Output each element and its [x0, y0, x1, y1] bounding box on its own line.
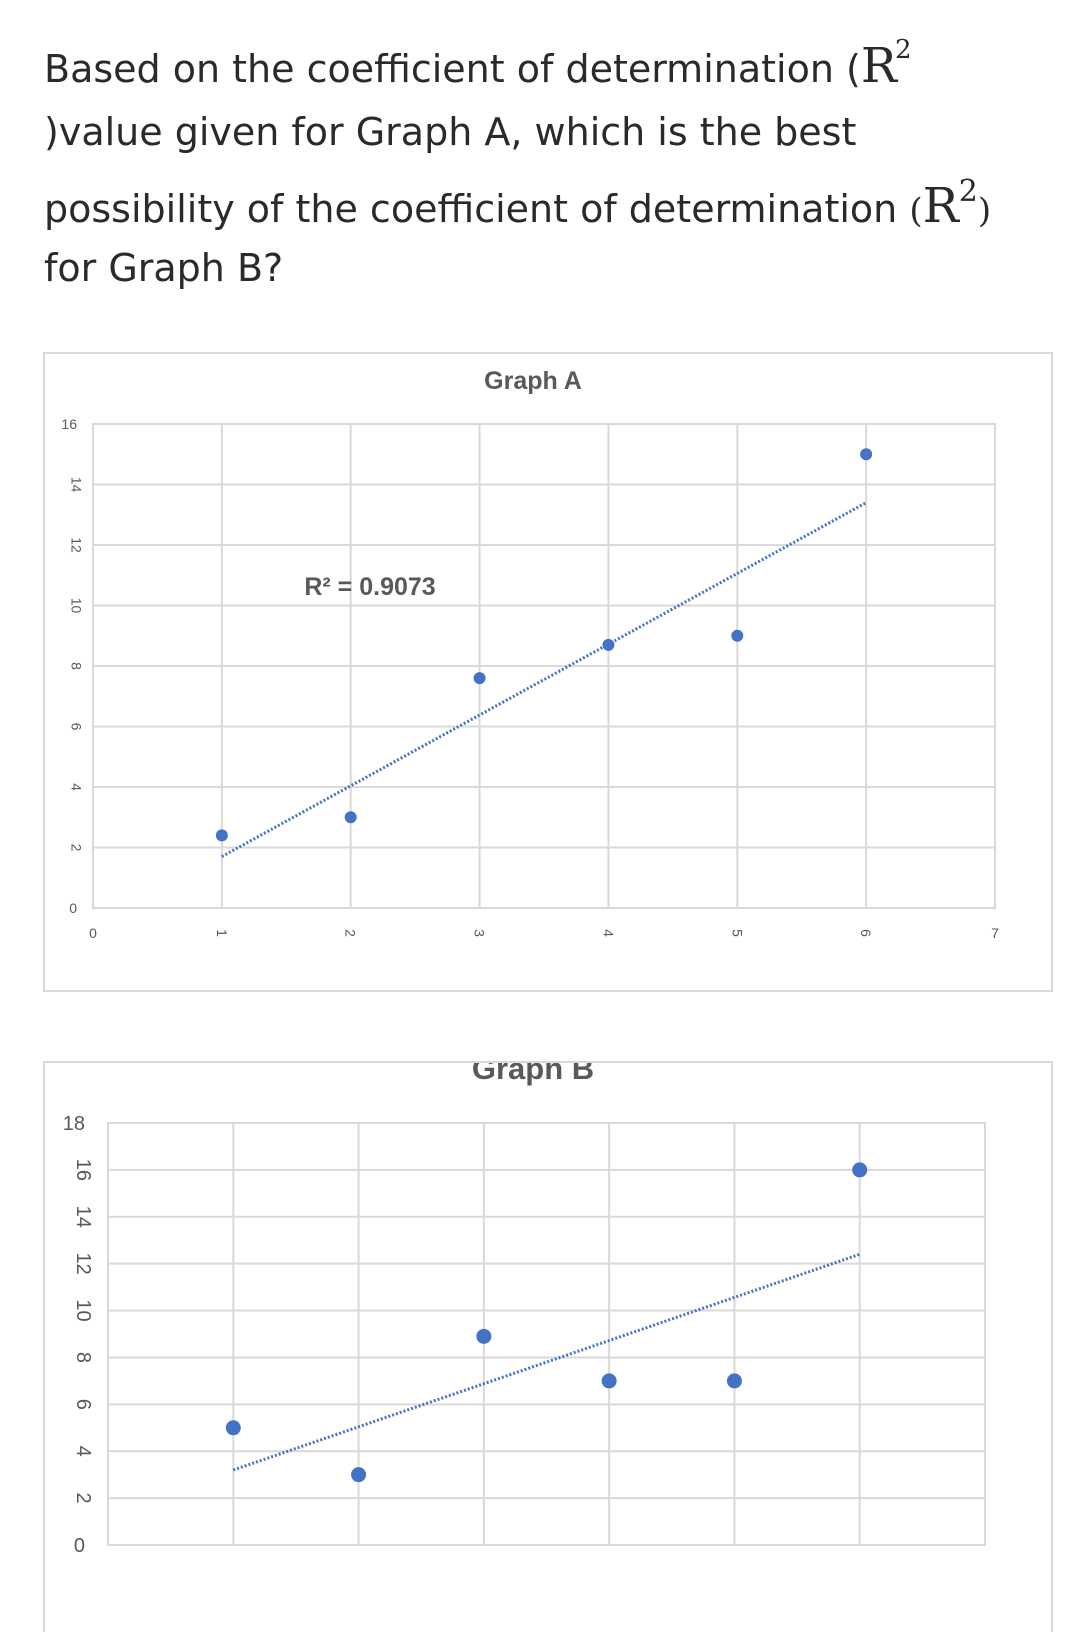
graph-a-y-tick-label: 2 — [68, 844, 84, 852]
graph-a-x-tick-label: 4 — [600, 929, 616, 937]
graph-b-y-tick-label: 2 — [72, 1493, 94, 1504]
question-line-2: )value given for Graph A, which is the b… — [44, 110, 857, 154]
graph-b-y-tick-label: 4 — [72, 1446, 94, 1457]
graph-a-y-tick-label: 8 — [68, 662, 84, 670]
graph-a-x-tick-label: 7 — [991, 925, 999, 941]
r-symbol: R — [860, 38, 897, 94]
open-paren: ( — [909, 191, 923, 231]
question-line-4: for Graph B? — [44, 246, 284, 290]
graph-b-y-tick-label: 0 — [74, 1535, 85, 1557]
graph-a-x-tick-label: 3 — [472, 929, 488, 937]
graph-a-y-tick-label: 6 — [68, 723, 84, 731]
r-symbol: R — [922, 178, 959, 234]
graph-a-y-tick-label: 10 — [68, 598, 84, 614]
question-line-3-text: possibility of the coefficient of determ… — [44, 187, 910, 231]
graph-b-data-point — [225, 1420, 241, 1436]
question-line-1: Based on the coefficient of determinatio… — [44, 35, 914, 94]
graph-b-data-point — [726, 1373, 742, 1389]
graph-b-trendline — [232, 1252, 861, 1472]
graph-b-y-tick-label: 12 — [72, 1253, 94, 1275]
graph-b-y-tick-label: 18 — [63, 1113, 85, 1135]
r-squared-expression: (R2) — [909, 174, 992, 234]
question-line-1-text: Based on the coefficient of determinatio… — [44, 47, 861, 91]
graph-a-trendline — [221, 501, 867, 858]
graph-a-data-point — [473, 672, 486, 685]
graph-a-x-tick-label: 6 — [858, 929, 874, 937]
graph-b-data-point — [351, 1467, 367, 1483]
close-paren: ) — [977, 191, 992, 231]
graph-a-y-tick-label: 0 — [69, 900, 77, 916]
graph-b-data-point — [852, 1162, 868, 1178]
graph-b-plot-area — [107, 1122, 986, 1546]
squared-superscript: 2 — [958, 174, 978, 209]
question-line-3: possibility of the coefficient of determ… — [44, 174, 992, 234]
graph-b-data-point — [601, 1373, 617, 1389]
graph-a-y-tick-label: 4 — [68, 783, 84, 791]
graph-a-data-point — [215, 829, 228, 842]
r-squared-symbol: R2 — [860, 35, 914, 94]
graph-a-data-point — [860, 448, 873, 461]
graph-a-x-tick-label: 5 — [729, 929, 745, 937]
graph-a-data-point — [731, 629, 744, 642]
graph-b-chart: Graph B 0 2 4 6 8 10 12 14 16 18 — [43, 1051, 1053, 1632]
graph-a-r-squared-label: R² = 0.9073 — [304, 573, 435, 601]
squared-superscript: 2 — [894, 35, 912, 65]
graph-b-svg: Graph B 0 2 4 6 8 10 12 14 16 18 — [63, 1051, 986, 1557]
graph-a-title: Graph A — [484, 367, 582, 395]
graph-b-data-point — [476, 1328, 492, 1344]
graph-b-title: Graph B — [472, 1063, 594, 1086]
graph-b-y-tick-label: 8 — [72, 1352, 94, 1363]
graph-b-y-tick-label: 14 — [72, 1206, 94, 1228]
graph-a-data-point — [602, 638, 615, 651]
graph-b-y-tick-label: 10 — [72, 1299, 94, 1321]
graph-a-y-tick-label: 14 — [68, 477, 84, 493]
graph-a-chart: Graph A 0 2 4 6 8 10 12 14 16 0 1 2 3 4 5 6 7 R² = 0.9073 — [43, 352, 1053, 992]
graph-a-data-point — [344, 811, 357, 824]
graph-a-x-tick-label: 0 — [89, 925, 97, 941]
graph-a-y-tick-label: 16 — [61, 416, 77, 432]
graph-b-y-tick-label: 6 — [72, 1399, 94, 1410]
graph-a-x-tick-label: 2 — [343, 929, 359, 937]
graph-a-x-tick-label: 1 — [214, 929, 230, 937]
graph-a-y-tick-label: 12 — [68, 537, 84, 553]
graph-b-y-tick-label: 16 — [72, 1159, 94, 1181]
